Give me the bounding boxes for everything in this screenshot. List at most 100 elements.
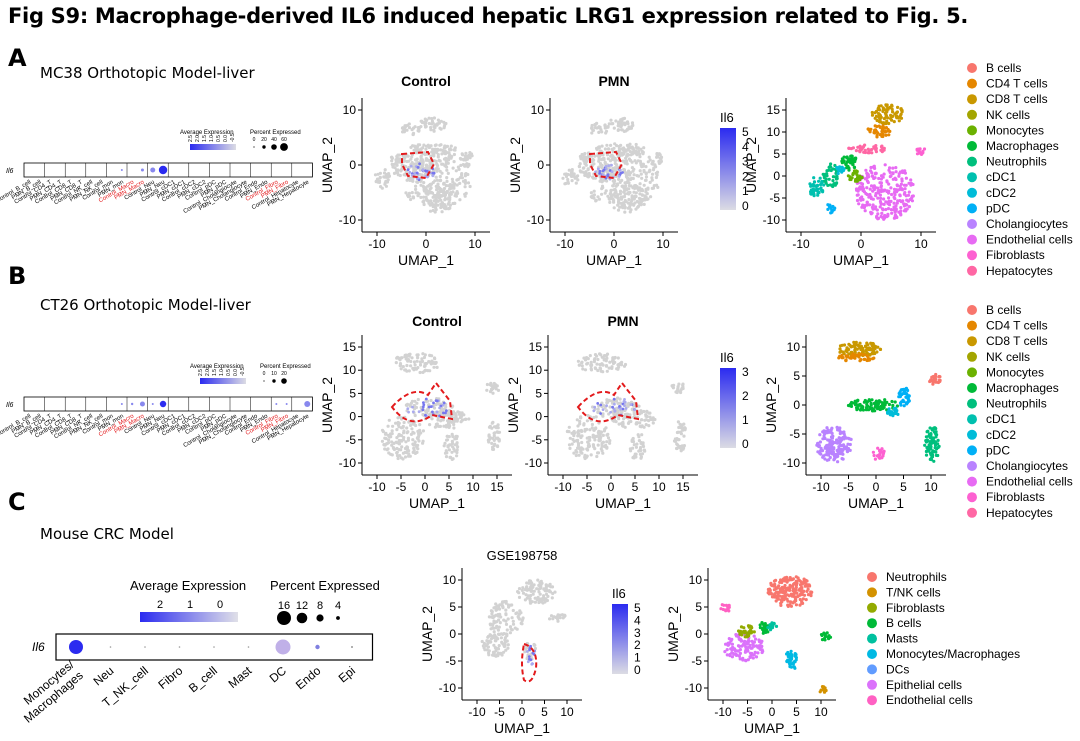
b-umap1-cell [574,449,578,453]
b-umap1-cell [577,453,581,457]
b-umap0-cell [492,384,496,388]
b-umap0-cell [399,367,403,371]
b-umap1-y-tick-label: 15 [529,340,543,354]
c-umap-cell [539,579,543,584]
b-umap1-cell [598,438,602,442]
b-umap1-cell [576,359,581,363]
a-umap0-cell [411,131,416,135]
c-colorbar-tick: 0 [634,663,641,677]
b-cluster-cell [824,444,828,448]
b-umap1-expr-cell [605,404,608,408]
c-cluster-cell [806,593,811,597]
a-umap0-cell [438,178,443,182]
a-dot-pct-tick: 20 [261,137,267,143]
b-umap1-cell [582,423,586,427]
b-umap1-cell [634,452,638,456]
b-legend-key [967,383,977,393]
b-umap0-cell [418,363,423,367]
b-cluster-cell [873,457,878,461]
c-cluster-cell [788,583,792,587]
b-umap1-cell [593,438,597,442]
b-umap0-cell [445,438,450,442]
b-umap0-cell [435,365,439,369]
a-umap0-cell [425,157,429,161]
c-cluster-cell [823,632,827,637]
b-cluster-cell [932,459,936,463]
b-cluster-cell [867,398,871,402]
b-umap1-expr-cell [592,409,596,413]
a-umap0-cell [406,177,410,181]
b-cluster-cell [880,456,884,460]
c-cluster-cell [724,609,728,613]
c-umap-cell [486,634,490,639]
b-umap0-cell [415,401,419,405]
b-cluster-cell [853,348,857,352]
b-cluster-cell [876,405,881,410]
c-cluster-cell [775,586,779,590]
b-umap1-cell [617,362,621,366]
a-umap0-cell [463,181,467,185]
b-umap0-cell [409,364,413,368]
b-cluster-cell [937,374,941,379]
b-cluster-cell [871,407,875,411]
c-umap-cell [549,585,553,589]
b-legend-label: Hepatocytes [986,506,1053,520]
b-umap0-cell [395,356,399,360]
b-legend-key [967,367,977,378]
b-cluster-cell [876,446,880,450]
a-umap0-cell [424,121,428,125]
b-umap1-cell [677,444,681,448]
a-umap0-cell [452,182,457,186]
c-cluster-cell [728,654,732,658]
b-umap0-cell [434,402,438,407]
c-umap-cell [519,621,523,626]
b-cluster-cell [837,441,842,445]
c-dot-avg-tick: 2 [157,599,163,611]
b-umap1-y-tick-label: 5 [535,386,542,400]
b-umap1-cell [589,453,593,457]
b-cluster-cell [842,437,846,441]
a-umap0-cell [434,167,438,171]
a-umap0-cell [430,191,435,195]
b-umap0-cell [406,454,411,458]
b-umap1-cell [605,369,609,373]
b-cluster-cell [845,346,849,350]
c-umap-cell [496,654,500,658]
b-umap0-expr-cell [429,405,433,408]
c-umap-y-tick-label: -10 [439,681,457,695]
b-umap1-cell [593,353,598,357]
a-umap0-cell [422,195,426,199]
b-umap0-cell [444,449,448,453]
c-umap-cell [544,583,548,587]
c-umap-cell [497,644,501,648]
c-umap-cell [501,606,505,610]
c-legend-label: T/NK cells [886,585,941,599]
b-umap1-expr-cell [596,402,600,405]
b-legend-key [967,476,977,487]
b-umap1-cell [590,426,594,430]
a-umap0-cell [407,159,411,163]
c-dot [109,646,112,648]
c-umap-expr-cell [525,650,529,653]
c-umap-cell [506,617,510,621]
c-umap-cell [533,600,538,604]
b-umap1-cell [637,439,642,443]
b-umap1-cell [585,362,589,366]
b-umap0-cell [418,423,422,427]
b-umap1-cell [585,419,590,423]
b-legend-key [967,320,977,331]
b-cluster-cell [872,401,877,405]
b-cluster-cell [924,435,929,439]
a-umap-title: Control [401,73,451,89]
b-umap0-cell [390,453,394,457]
b-umap1-cell [616,367,620,371]
b-colorbar-tick: 2 [742,389,749,403]
b-legend-key [967,507,977,518]
b-umap0-cell [438,424,442,428]
a-dot-avg-tick: -0.5 [230,133,236,142]
b-umap1-cell [638,447,642,451]
a-dot-gene: Il6 [6,168,14,175]
c-cluster-cell [807,583,811,587]
panel-b-title: CT26 Orthotopic Model-liver [40,296,251,314]
b-umap0-cell [496,426,500,430]
